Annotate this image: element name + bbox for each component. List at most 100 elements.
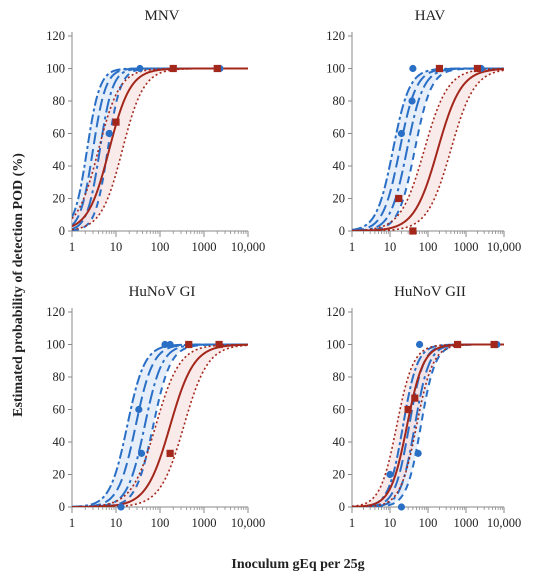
- x-tick-label: 1: [69, 516, 75, 530]
- blue-curve: [352, 67, 504, 231]
- y-tick-label: 120: [326, 305, 345, 319]
- x-tick-label: 100: [419, 516, 438, 530]
- y-tick-label: 60: [333, 127, 346, 141]
- red-point: [473, 64, 482, 73]
- blue-confidence-band: [72, 344, 248, 507]
- blue-point: [414, 449, 422, 457]
- red-point: [166, 449, 174, 457]
- red-point: [435, 64, 444, 73]
- y-tick-label: 80: [53, 94, 66, 108]
- y-tick-label: 20: [333, 468, 346, 482]
- x-tick-label: 10: [384, 240, 397, 254]
- x-tick-label: 1000: [192, 240, 217, 254]
- x-tick-label: 1000: [454, 516, 479, 530]
- red-point: [215, 340, 223, 349]
- red-confidence-band: [352, 68, 504, 231]
- red-point: [169, 64, 177, 73]
- y-tick-label: 120: [326, 29, 345, 43]
- red-point: [409, 227, 417, 235]
- x-tick-label: 1: [349, 516, 355, 530]
- red-point: [453, 340, 462, 349]
- blue-curve: [352, 343, 504, 507]
- blue-point: [135, 405, 143, 414]
- red-point: [112, 118, 120, 126]
- x-tick-label: 100: [151, 240, 170, 254]
- x-tick-label: 1000: [192, 516, 217, 530]
- y-tick-label: 60: [53, 127, 66, 141]
- y-tick-label: 0: [59, 224, 65, 238]
- red-bound-curve: [72, 67, 248, 220]
- x-tick-label: 10: [110, 240, 123, 254]
- y-tick-label: 80: [53, 370, 66, 384]
- red-confidence-band: [72, 344, 248, 507]
- x-tick-label: 10,000: [231, 240, 265, 254]
- plot-area: [352, 67, 504, 231]
- red-confidence-band: [352, 344, 504, 507]
- x-tick-label: 10,000: [487, 240, 521, 254]
- y-tick-label: 20: [333, 192, 346, 206]
- panel-title: MNV: [144, 8, 179, 24]
- y-tick-label: 100: [46, 338, 65, 352]
- panel-title: HuNoV GII: [394, 284, 466, 300]
- y-tick-label: 120: [46, 29, 65, 43]
- x-tick-label: 1: [349, 240, 355, 254]
- plot-area: [72, 67, 248, 231]
- y-tick-label: 40: [333, 159, 346, 173]
- y-tick-label: 20: [53, 192, 66, 206]
- x-tick-label: 100: [419, 240, 438, 254]
- red-point: [490, 340, 498, 349]
- red-point: [404, 405, 412, 414]
- panel-title: HuNoV GI: [129, 284, 196, 300]
- x-tick-label: 10: [110, 516, 123, 530]
- x-tick-label: 10: [384, 516, 397, 530]
- x-tick-label: 1000: [454, 240, 479, 254]
- y-tick-label: 20: [53, 468, 66, 482]
- blue-point: [386, 470, 394, 479]
- blue-point: [161, 340, 169, 349]
- y-tick-label: 40: [53, 435, 66, 449]
- x-tick-label: 100: [151, 516, 170, 530]
- red-bound-curve: [352, 343, 504, 507]
- blue-point: [415, 340, 424, 349]
- red-bound-curve: [352, 69, 504, 231]
- blue-point: [409, 64, 417, 73]
- x-tick-label: 10,000: [487, 516, 521, 530]
- y-tick-label: 80: [333, 370, 346, 384]
- y-tick-label: 60: [333, 403, 346, 417]
- y-tick-label: 0: [339, 224, 345, 238]
- y-axis-title: Estimated probability of detection POD (…: [11, 153, 26, 417]
- y-tick-label: 0: [59, 500, 65, 514]
- x-axis-title: Inoculum gEq per 25g: [231, 557, 364, 572]
- red-confidence-band: [72, 68, 248, 230]
- y-tick-label: 0: [339, 500, 345, 514]
- y-tick-label: 80: [333, 94, 346, 108]
- blue-point: [105, 129, 113, 138]
- red-point: [185, 340, 193, 349]
- blue-point: [397, 503, 406, 511]
- panel-title: HAV: [415, 8, 446, 24]
- x-tick-label: 10,000: [231, 516, 265, 530]
- y-tick-label: 100: [46, 62, 65, 76]
- blue-point: [408, 97, 416, 105]
- red-point: [411, 394, 419, 402]
- y-tick-label: 120: [46, 305, 65, 319]
- blue-point: [166, 340, 174, 349]
- y-tick-label: 100: [326, 338, 345, 352]
- y-tick-label: 40: [53, 159, 66, 173]
- y-tick-label: 60: [53, 403, 66, 417]
- blue-point: [117, 503, 125, 511]
- blue-point: [137, 449, 146, 457]
- red-point: [395, 194, 403, 203]
- y-tick-label: 100: [326, 62, 345, 76]
- blue-point: [397, 129, 406, 138]
- plot-area: [72, 343, 248, 507]
- y-tick-label: 40: [333, 435, 346, 449]
- red-fit-curve: [352, 68, 504, 231]
- plot-area: [352, 343, 504, 507]
